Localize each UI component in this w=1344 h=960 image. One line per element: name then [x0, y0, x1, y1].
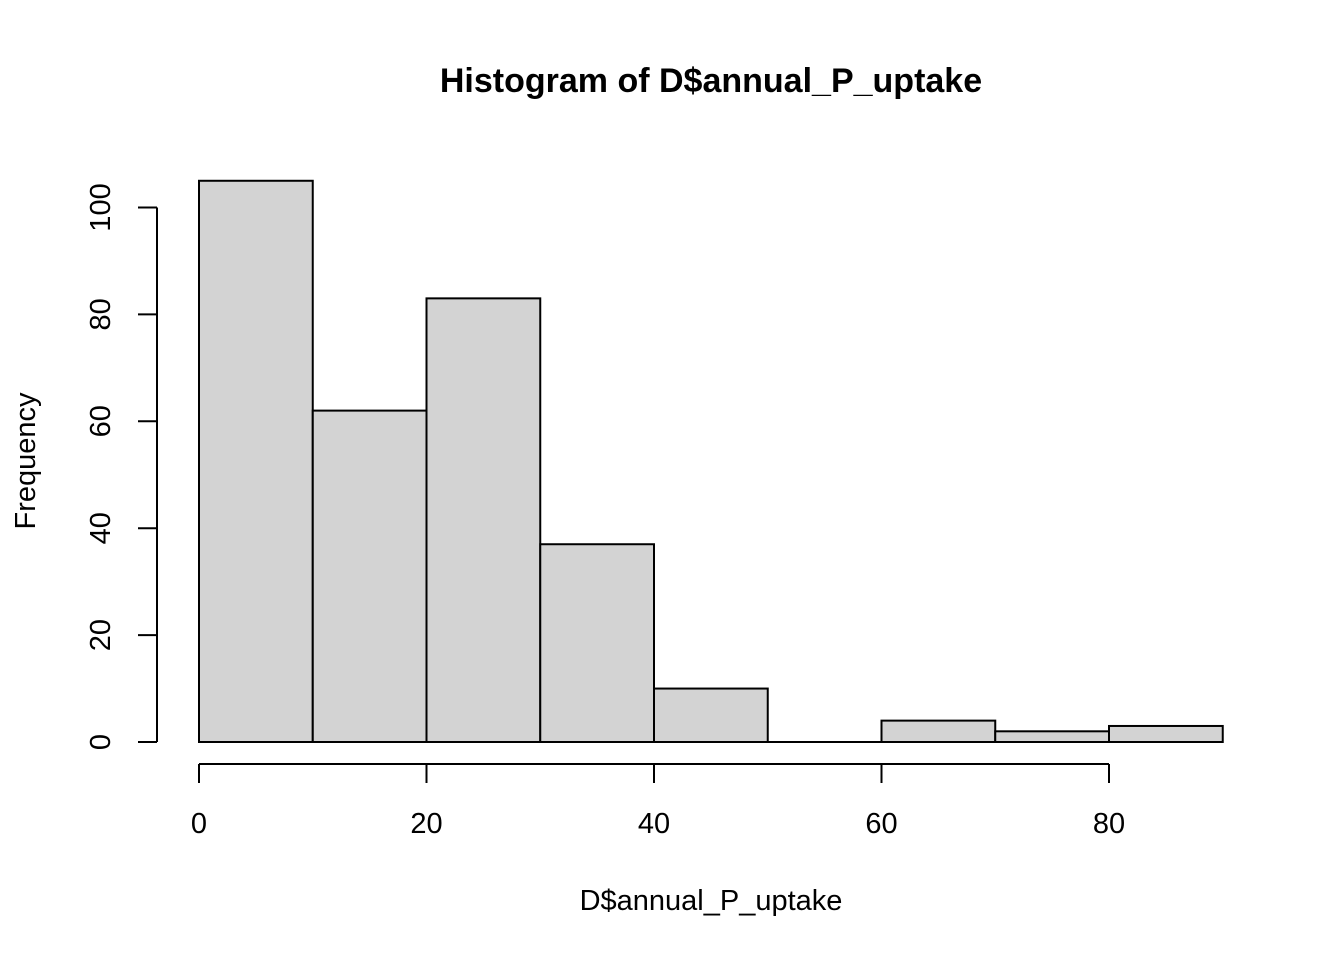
y-tick-label: 40 [85, 512, 117, 544]
y-tick-label: 100 [85, 183, 117, 231]
histogram-bar-40-50 [653, 687, 769, 743]
histogram-bar-80-90 [1108, 724, 1224, 744]
y-tick-label: 20 [85, 619, 117, 651]
bars-group [198, 179, 1224, 744]
chart-title: Histogram of D$annual_P_uptake [440, 62, 982, 100]
x-tick-label: 20 [410, 808, 442, 840]
y-tick-label: 0 [85, 734, 117, 750]
histogram-bar-70-80 [994, 730, 1110, 743]
x-tick-label: 60 [865, 808, 897, 840]
histogram-bar-0-10 [198, 179, 314, 743]
x-axis-label: D$annual_P_uptake [580, 885, 843, 917]
histogram-bar-60-70 [880, 719, 997, 743]
histogram-bar-20-30 [425, 297, 542, 743]
histogram-bar-10-20 [311, 409, 428, 743]
histogram-bar-30-40 [539, 543, 655, 743]
y-tick-label: 60 [85, 405, 117, 437]
x-tick-label: 40 [638, 808, 670, 840]
x-tick-label: 0 [191, 808, 207, 840]
x-tick-label: 80 [1093, 808, 1125, 840]
y-axis-label: Frequency [10, 392, 42, 530]
x-axis: 0 20 40 60 80 [191, 763, 1125, 840]
y-tick-label: 80 [85, 298, 117, 330]
y-axis: 0 20 40 60 80 100 [85, 183, 158, 750]
